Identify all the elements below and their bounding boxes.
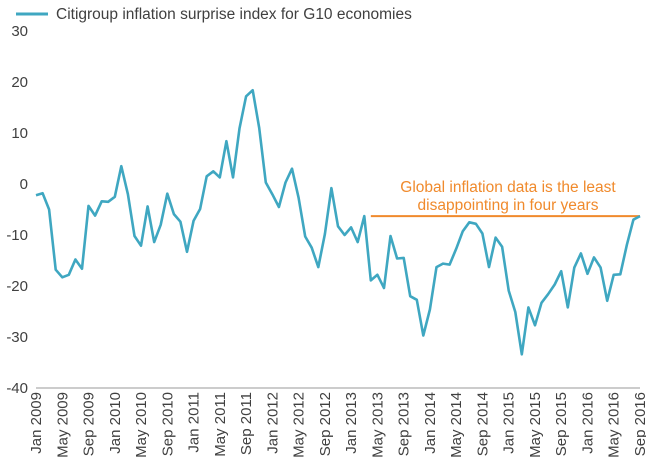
- y-tick-label: 30: [11, 23, 28, 40]
- x-tick-label: Sep 2014: [474, 392, 491, 456]
- x-tick-label: Sep 2013: [396, 392, 413, 456]
- x-tick-label: May 2016: [606, 392, 623, 458]
- x-tick-label: May 2013: [369, 392, 386, 458]
- x-tick-label: Sep 2012: [317, 392, 334, 456]
- x-axis: Jan 2009 May 2009 Sep 2009 Jan 2010 May 2010…: [28, 387, 646, 458]
- series-line: [35, 88, 641, 356]
- x-tick-label: Jan 2009: [28, 392, 45, 454]
- x-tick-label: Jan 2014: [422, 392, 439, 454]
- y-tick-label: -30: [6, 329, 28, 346]
- y-tick-label: -20: [6, 278, 28, 295]
- x-tick-label: May 2015: [527, 392, 544, 458]
- x-tick-label: Jan 2015: [501, 392, 518, 454]
- y-tick-label: 10: [11, 125, 28, 142]
- x-tick-label: May 2010: [133, 392, 150, 458]
- legend: Citigroup inflation surprise index for G…: [16, 6, 412, 23]
- x-tick-label: Jan 2010: [107, 392, 124, 454]
- legend-label: Citigroup inflation surprise index for G…: [56, 6, 412, 23]
- annotation-line-2: disappointing in four years: [418, 197, 599, 214]
- annotation: Global inflation data is the least disap…: [400, 179, 616, 214]
- y-tick-label: -10: [6, 227, 28, 244]
- x-tick-label: Sep 2016: [632, 392, 646, 456]
- x-tick-label: Sep 2010: [159, 392, 176, 456]
- y-tick-label: -40: [6, 380, 28, 397]
- y-axis: 30 20 10 0 -10 -20 -30 -40: [6, 23, 28, 397]
- x-tick-label: Sep 2015: [553, 392, 570, 456]
- y-tick-label: 0: [20, 176, 28, 193]
- x-tick-label: Jan 2016: [579, 392, 596, 454]
- y-tick-label: 20: [11, 74, 28, 91]
- x-tick-label: May 2014: [448, 392, 465, 458]
- x-tick-label: Sep 2011: [238, 392, 255, 455]
- x-tick-label: May 2009: [54, 392, 71, 458]
- annotation-line-1: Global inflation data is the least: [400, 179, 616, 196]
- x-tick-label: May 2012: [291, 392, 308, 458]
- x-tick-label: Jan 2013: [343, 392, 360, 454]
- x-tick-label: Sep 2009: [81, 392, 98, 456]
- x-tick-label: May 2011: [212, 392, 229, 457]
- x-tick-label: Jan 2012: [264, 392, 281, 454]
- x-tick-label: Jan 2011: [186, 392, 203, 453]
- series-layer: [35, 88, 641, 356]
